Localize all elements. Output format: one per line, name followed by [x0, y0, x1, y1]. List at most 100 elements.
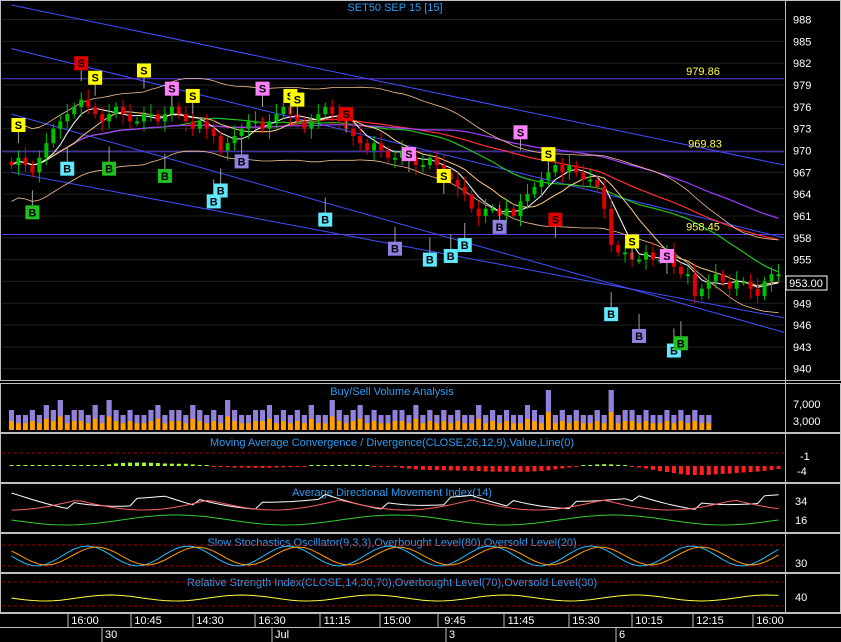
candle-body — [574, 165, 579, 173]
candle-body — [567, 165, 572, 173]
volume-bar-top — [329, 400, 335, 417]
macd-bar — [609, 464, 614, 466]
adx-lines — [11, 492, 779, 526]
candle-body — [225, 143, 230, 151]
candle-body — [588, 179, 593, 182]
volume-bar-top — [92, 405, 98, 419]
volume-bar-top — [57, 400, 63, 417]
price-levels: 979.86 969.83 958.45 — [686, 66, 722, 234]
macd-bar — [246, 466, 251, 468]
macd-bar — [372, 466, 377, 467]
macd-bar — [162, 463, 167, 466]
sell-signal — [513, 125, 528, 140]
candle-body — [776, 274, 781, 277]
volume-tick: 3,000 — [793, 416, 821, 428]
macd-bar — [211, 466, 216, 467]
level-label: 958.45 — [686, 222, 720, 234]
volume-bar-top — [580, 415, 586, 424]
macd-bar — [504, 466, 509, 472]
macd-bar — [553, 466, 558, 470]
volume-bar-top — [615, 415, 621, 424]
volume-bar-top — [343, 415, 349, 424]
volume-bar-top — [587, 415, 593, 424]
macd-bar — [121, 462, 126, 466]
moving-average-lines — [11, 78, 779, 314]
macd-bar — [741, 466, 746, 473]
candle-body — [121, 106, 126, 115]
candle-body — [330, 106, 335, 115]
volume-bar-top — [336, 410, 342, 421]
macd-bar — [183, 463, 188, 466]
volume-tick: 7,000 — [793, 399, 821, 411]
candle-body — [309, 121, 314, 129]
sell-signal — [541, 147, 556, 162]
volume-bar-top — [462, 415, 468, 424]
volume-bar-top — [678, 410, 684, 421]
macd-bar — [483, 466, 488, 472]
rsi-line — [11, 594, 779, 602]
candle-body — [553, 165, 558, 173]
sell-signal — [436, 168, 451, 183]
volume-bar-top — [685, 415, 691, 424]
macd-bar — [455, 466, 460, 471]
candle-body — [525, 194, 530, 202]
y-tick-label: 955 — [793, 255, 811, 267]
candle-body — [741, 281, 746, 284]
volume-bar-top — [134, 415, 140, 424]
sell-signal — [74, 56, 89, 71]
y-tick-label: 961 — [793, 211, 811, 223]
sell-signal — [136, 63, 151, 78]
macd-bar — [581, 465, 586, 466]
macd-bar — [197, 464, 202, 466]
x-tick-label: 12:15 — [696, 615, 724, 627]
macd-bar — [602, 464, 607, 466]
volume-bar-top — [566, 415, 572, 424]
signal-label: B — [161, 171, 169, 183]
x-tick-label: 10:15 — [635, 615, 663, 627]
volume-bar-top — [211, 410, 217, 421]
adx-di-plus — [11, 514, 779, 526]
macd-bar — [734, 466, 739, 473]
macd-bar — [755, 466, 760, 472]
volume-bar-top — [476, 405, 482, 419]
volume-bar-top — [64, 415, 70, 424]
volume-bar-top — [622, 410, 628, 421]
volume-bar-top — [657, 415, 663, 424]
macd-bar — [671, 466, 676, 474]
volume-bar-top — [43, 405, 49, 419]
candle-body — [274, 114, 279, 122]
ma-orange — [11, 111, 779, 287]
stoch-title: Slow Stochastics Oscillator(9,3,3),Overb… — [207, 537, 576, 549]
macd-bar — [497, 466, 502, 472]
candle-body — [560, 165, 565, 173]
candle-body — [44, 143, 49, 158]
signal-markers[interactable]: SBSSBBSSSBBBBSSSBSBSBSBBBSSSBSBSBB — [11, 56, 688, 358]
signal-label: B — [238, 156, 246, 168]
candle-body — [148, 114, 153, 117]
candle-body — [260, 121, 265, 129]
volume-bar-top — [308, 405, 314, 419]
candle-body — [218, 135, 223, 151]
candle-body — [86, 99, 91, 107]
trend-line — [11, 113, 785, 333]
volume-bar-top — [427, 410, 433, 421]
candle-body — [93, 106, 98, 115]
volume-bar-top — [50, 410, 56, 421]
macd-bar — [51, 465, 56, 466]
volume-bar-top — [524, 405, 530, 419]
volume-bar-top — [420, 415, 426, 424]
volume-bar-top — [538, 415, 544, 424]
macd-bar — [692, 466, 697, 476]
candle-body — [162, 114, 167, 122]
volume-bar-top — [301, 415, 307, 424]
candle-body — [595, 179, 600, 187]
price-axis: 940 943 946 949 955 958 961 964 967 970 973 976 979 9… — [793, 15, 811, 376]
macd-bar — [337, 464, 342, 466]
volume-bar-top — [225, 400, 231, 417]
volume-bar-top — [357, 405, 363, 419]
macd-bar — [685, 466, 690, 475]
candle-body — [72, 106, 77, 115]
volume-bar-top — [239, 415, 245, 424]
volume-bars — [8, 390, 712, 430]
